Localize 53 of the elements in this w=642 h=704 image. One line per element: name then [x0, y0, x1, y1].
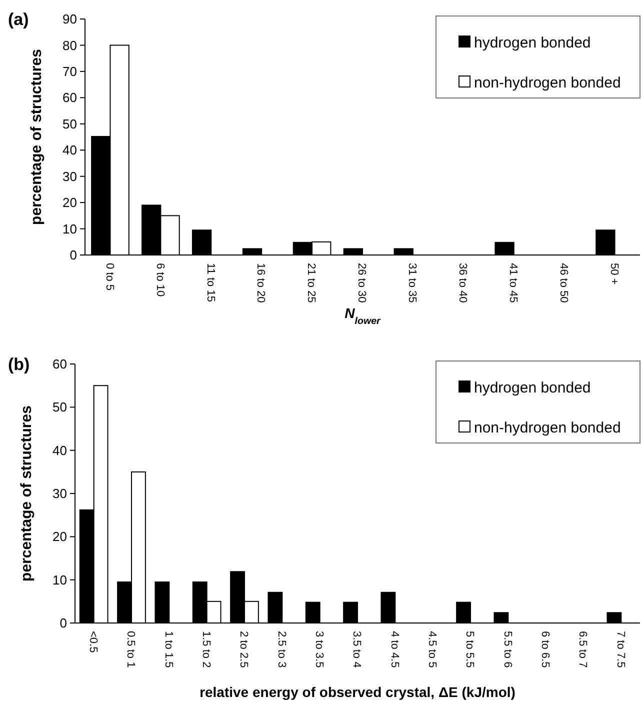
x-tick-label: 26 to 30: [356, 263, 368, 303]
y-tick-label: 80: [62, 38, 77, 53]
x-tick-label: 3.5 to 4: [350, 631, 363, 668]
y-tick-label: 20: [62, 195, 77, 210]
x-tick-label: 1.5 to 2: [200, 631, 212, 668]
y-tick-label: 0: [60, 616, 67, 631]
y-axis-title: percentage of structures: [18, 406, 35, 582]
x-tick-label: 3 to 3.5: [312, 631, 325, 668]
x-axis-title: N$_{lower}$: [344, 305, 382, 326]
x-tick-label: 7 to 7.5: [614, 631, 626, 668]
y-tick-label: 60: [62, 90, 77, 106]
x-tick-label: 5 to 5.5: [464, 631, 476, 668]
y-tick-label: 10: [52, 572, 67, 588]
x-tick-label: 2 to 2.5: [238, 631, 250, 668]
x-tick-label: 11 to 15: [204, 263, 216, 302]
legend-label: hydrogen bonded: [474, 34, 591, 52]
legend-label: non-hydrogen bonded: [474, 74, 621, 92]
x-tick-label: 4 to 4.5: [388, 631, 400, 668]
x-tick-label: 36 to 40: [456, 263, 469, 303]
x-tick-label: 50 +: [608, 263, 620, 285]
x-tick-label: 1 to 1.5: [162, 631, 174, 668]
y-tick-label: 10: [62, 221, 77, 236]
chart-title: (b): [8, 355, 30, 374]
y-tick-label: 30: [52, 486, 67, 502]
x-tick-label: 0 to 5: [103, 263, 116, 291]
chart-title: (a): [8, 10, 29, 29]
x-tick-label: 16 to 20: [254, 263, 267, 303]
y-tick-label: 30: [62, 168, 77, 184]
y-tick-label: 0: [70, 248, 77, 263]
legend-label: non-hydrogen bonded: [474, 419, 621, 436]
x-tick-label: 41 to 45: [507, 263, 520, 303]
y-tick-label: 40: [62, 142, 77, 158]
y-tick-label: 90: [62, 12, 77, 27]
x-tick-label: 31 to 35: [406, 263, 418, 303]
x-tick-label: 46 to 50: [557, 263, 570, 303]
x-axis-title: relative energy of observed crystal, ΔE (kJ/mol): [200, 684, 516, 700]
y-tick-label: 50: [52, 400, 67, 415]
x-tick-label: 6 to 10: [154, 263, 166, 297]
y-tick-label: 40: [52, 442, 67, 458]
x-tick-label: <0.5: [86, 631, 99, 653]
x-tick-label: 4.5 to 5: [426, 631, 438, 668]
x-tick-label: 6 to 6.5: [538, 631, 551, 668]
y-axis-title: percentage of structures: [28, 49, 45, 225]
x-tick-label: 21 to 25: [305, 263, 318, 303]
y-tick-label: 50: [62, 116, 77, 132]
y-tick-label: 70: [62, 64, 77, 79]
x-tick-label: 6.5 to 7: [576, 631, 589, 668]
legend-label: hydrogen bonded: [474, 379, 591, 396]
y-tick-label: 60: [52, 356, 67, 372]
x-tick-label: 5.5 to 6: [501, 631, 514, 668]
y-tick-label: 20: [52, 529, 67, 544]
x-tick-label: 2.5 to 3: [275, 631, 288, 668]
x-tick-label: 0.5 to 1: [124, 631, 137, 668]
